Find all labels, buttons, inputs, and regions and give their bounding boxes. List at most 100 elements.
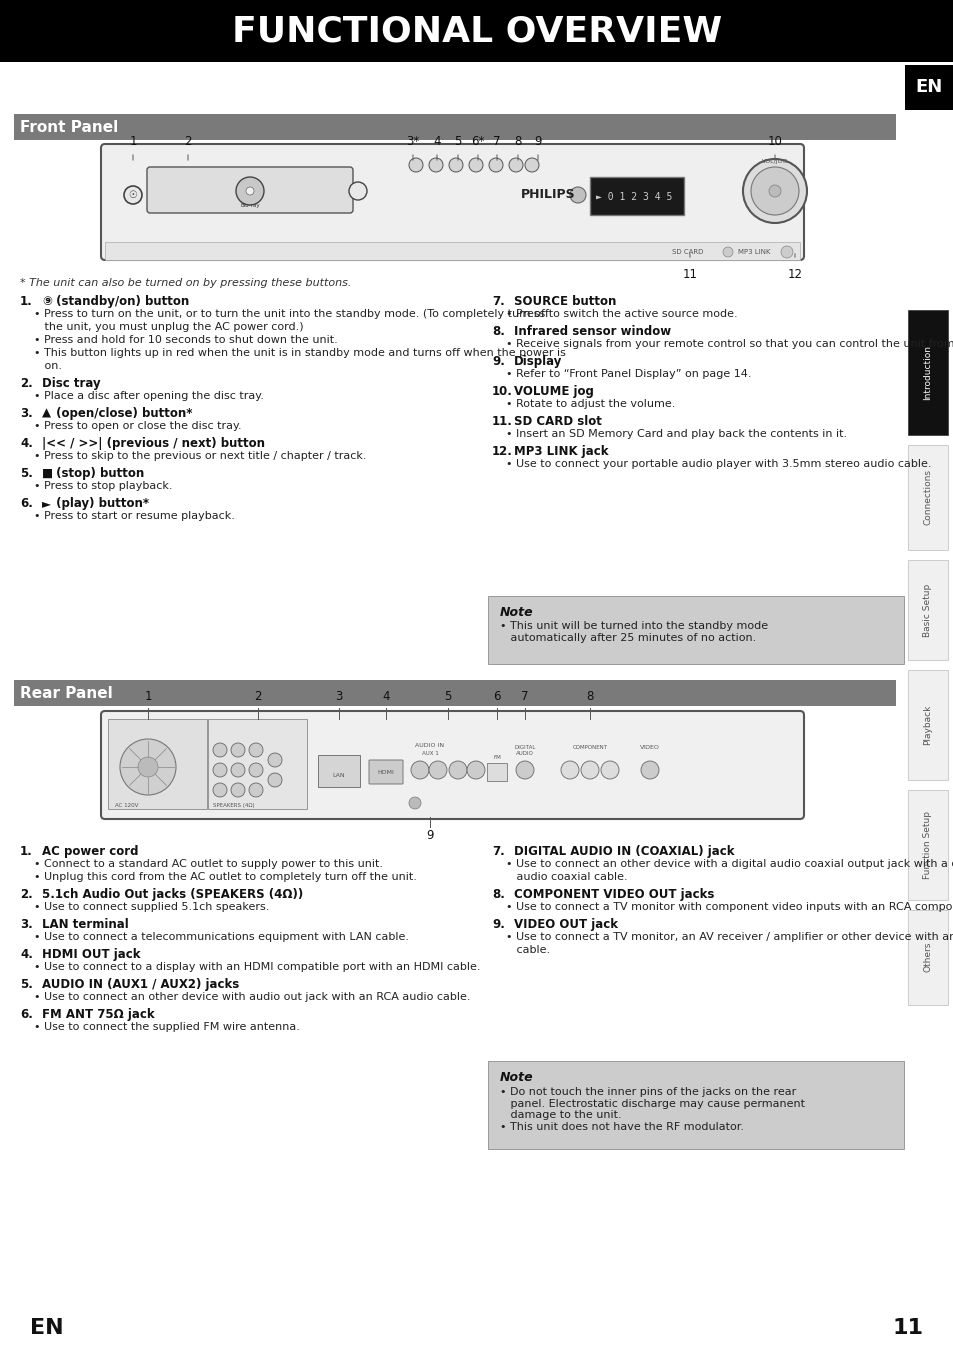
Text: 8.: 8. xyxy=(492,888,504,900)
Text: FM: FM xyxy=(493,755,500,760)
Bar xyxy=(14,679,895,706)
Text: FUNCTIONAL OVERVIEW: FUNCTIONAL OVERVIEW xyxy=(232,13,721,49)
Text: 4: 4 xyxy=(382,690,390,704)
Text: 1: 1 xyxy=(129,135,136,148)
Text: • Press to open or close the disc tray.: • Press to open or close the disc tray. xyxy=(34,421,241,431)
Text: the unit, you must unplug the AC power cord.): the unit, you must unplug the AC power c… xyxy=(34,322,303,332)
Circle shape xyxy=(467,762,484,779)
FancyBboxPatch shape xyxy=(101,144,803,260)
Text: HDMI OUT jack: HDMI OUT jack xyxy=(42,948,140,961)
Circle shape xyxy=(509,158,522,173)
Text: Function Setup: Function Setup xyxy=(923,811,931,879)
Text: ▲: ▲ xyxy=(42,407,51,421)
Circle shape xyxy=(469,158,482,173)
Circle shape xyxy=(268,754,282,767)
Text: Infrared sensor window: Infrared sensor window xyxy=(514,325,670,338)
Text: Note: Note xyxy=(499,607,533,619)
Text: 3.: 3. xyxy=(20,918,32,931)
Text: Disc tray: Disc tray xyxy=(42,377,100,390)
Circle shape xyxy=(409,797,420,809)
Text: 3*: 3* xyxy=(406,135,419,148)
FancyBboxPatch shape xyxy=(108,718,207,809)
Text: COMPONENT: COMPONENT xyxy=(572,745,607,749)
Circle shape xyxy=(600,762,618,779)
Circle shape xyxy=(231,763,245,776)
Text: ☉: ☉ xyxy=(129,190,137,200)
Text: 2.: 2. xyxy=(20,888,32,900)
Circle shape xyxy=(231,783,245,797)
Text: LAN: LAN xyxy=(333,772,345,778)
Text: MP3 LINK jack: MP3 LINK jack xyxy=(514,445,608,458)
Text: 5.: 5. xyxy=(20,979,32,991)
Text: on.: on. xyxy=(34,361,62,371)
Text: 5.: 5. xyxy=(20,466,32,480)
Text: Introduction: Introduction xyxy=(923,345,931,399)
FancyBboxPatch shape xyxy=(317,755,359,787)
Text: Blu-ray: Blu-ray xyxy=(240,204,259,209)
Circle shape xyxy=(560,762,578,779)
Circle shape xyxy=(449,762,467,779)
Bar xyxy=(907,670,947,780)
Text: VIDEO OUT jack: VIDEO OUT jack xyxy=(514,918,618,931)
Circle shape xyxy=(231,743,245,758)
Text: Playback: Playback xyxy=(923,705,931,745)
Circle shape xyxy=(249,743,263,758)
Text: • Use to connect an other device with a digital audio coaxial output jack with a: • Use to connect an other device with a … xyxy=(505,859,953,869)
Text: DIGITAL
AUDIO: DIGITAL AUDIO xyxy=(514,745,536,756)
Text: 6.: 6. xyxy=(20,1008,32,1020)
Text: • Press and hold for 10 seconds to shut down the unit.: • Press and hold for 10 seconds to shut … xyxy=(34,336,337,345)
Text: (play) button*: (play) button* xyxy=(52,497,149,510)
Text: 7.: 7. xyxy=(492,295,504,307)
Circle shape xyxy=(781,245,792,257)
Text: 3: 3 xyxy=(335,690,342,704)
Text: AC power cord: AC power cord xyxy=(42,845,138,857)
Text: 5.1ch Audio Out jacks (SPEAKERS (4Ω)): 5.1ch Audio Out jacks (SPEAKERS (4Ω)) xyxy=(42,888,303,900)
Text: 4: 4 xyxy=(433,135,440,148)
Text: Display: Display xyxy=(514,355,561,368)
Text: 11.: 11. xyxy=(492,415,513,429)
Circle shape xyxy=(524,158,538,173)
Text: AUX 1: AUX 1 xyxy=(421,751,438,756)
Text: LAN terminal: LAN terminal xyxy=(42,918,129,931)
FancyBboxPatch shape xyxy=(208,718,307,809)
Text: 1: 1 xyxy=(144,690,152,704)
Circle shape xyxy=(750,167,799,214)
Circle shape xyxy=(516,762,534,779)
Text: ► 0 1 2 3 4 5: ► 0 1 2 3 4 5 xyxy=(596,191,672,202)
Text: 10.: 10. xyxy=(492,386,513,398)
Bar xyxy=(907,445,947,550)
Circle shape xyxy=(722,247,732,257)
Text: Connections: Connections xyxy=(923,469,931,524)
Text: VIDEO: VIDEO xyxy=(639,745,659,749)
Text: (open/close) button*: (open/close) button* xyxy=(52,407,193,421)
Text: (stop) button: (stop) button xyxy=(52,466,144,480)
Text: • This button lights up in red when the unit is in standby mode and turns off wh: • This button lights up in red when the … xyxy=(34,348,565,359)
Text: VOLUME jog: VOLUME jog xyxy=(514,386,594,398)
Text: SD CARD slot: SD CARD slot xyxy=(514,415,601,429)
Circle shape xyxy=(489,158,502,173)
Text: PHILIPS: PHILIPS xyxy=(520,189,575,201)
Text: • Use to connect a TV monitor, an AV receiver / amplifier or other device with a: • Use to connect a TV monitor, an AV rec… xyxy=(505,931,953,942)
Text: • Unplug this cord from the AC outlet to completely turn off the unit.: • Unplug this cord from the AC outlet to… xyxy=(34,872,416,882)
Bar xyxy=(907,790,947,900)
Text: 11: 11 xyxy=(892,1318,923,1339)
Bar xyxy=(0,1310,953,1348)
Text: 6: 6 xyxy=(493,690,500,704)
Circle shape xyxy=(213,783,227,797)
Text: SD CARD: SD CARD xyxy=(671,249,702,255)
Text: • Refer to “Front Panel Display” on page 14.: • Refer to “Front Panel Display” on page… xyxy=(505,369,751,379)
FancyBboxPatch shape xyxy=(147,167,353,213)
Bar xyxy=(14,115,895,140)
Text: HDMI: HDMI xyxy=(377,770,394,775)
Text: 4.: 4. xyxy=(20,948,32,961)
Circle shape xyxy=(246,187,253,195)
Text: EN: EN xyxy=(915,78,942,96)
Text: 7: 7 xyxy=(493,135,500,148)
Text: SPEAKERS (4Ω): SPEAKERS (4Ω) xyxy=(213,803,254,807)
Text: audio coaxial cable.: audio coaxial cable. xyxy=(505,872,627,882)
Bar xyxy=(105,243,800,260)
Circle shape xyxy=(409,158,422,173)
Text: Note: Note xyxy=(499,1072,533,1084)
Text: • Use to connect to a display with an HDMI compatible port with an HDMI cable.: • Use to connect to a display with an HD… xyxy=(34,962,480,972)
Text: 5: 5 xyxy=(454,135,461,148)
